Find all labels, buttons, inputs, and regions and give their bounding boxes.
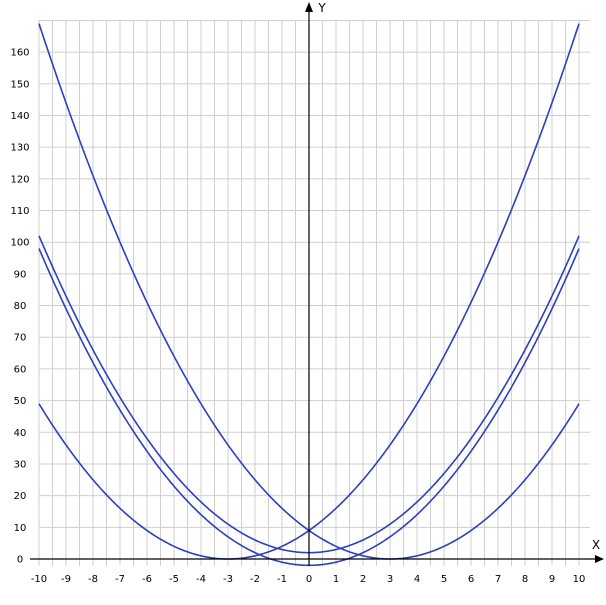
y-tick-label: 120 [10, 174, 29, 185]
x-tick-label: -4 [196, 574, 206, 585]
y-axis-arrow [305, 2, 313, 12]
x-tick-label: 5 [441, 574, 447, 585]
y-tick-label: 100 [10, 238, 29, 249]
x-axis-arrow [595, 555, 604, 563]
y-tick-label: 40 [14, 428, 27, 439]
axes [30, 2, 604, 566]
y-tick-label: 10 [14, 523, 27, 534]
x-axis-label: X [592, 538, 600, 552]
x-tick-label: 3 [387, 574, 393, 585]
y-tick-label: 20 [14, 491, 27, 502]
grid [38, 19, 590, 566]
x-tick-label: 9 [549, 574, 555, 585]
x-tick-label: -8 [88, 574, 98, 585]
y-tick-label: 150 [10, 79, 29, 90]
x-tick-label: 2 [360, 574, 366, 585]
y-tick-label: 0 [17, 555, 23, 566]
y-tick-label: 140 [10, 111, 29, 122]
x-tick-label: -1 [277, 574, 287, 585]
x-tick-label: -3 [223, 574, 233, 585]
x-tick-label: 4 [414, 574, 420, 585]
x-tick-label: -7 [115, 574, 125, 585]
x-tick-label: 8 [522, 574, 528, 585]
y-tick-label: 60 [14, 364, 27, 375]
y-tick-label: 70 [14, 333, 27, 344]
y-tick-label: 30 [14, 459, 27, 470]
y-tick-label: 160 [10, 48, 29, 59]
x-tick-label: -2 [250, 574, 260, 585]
x-tick-label: 7 [495, 574, 501, 585]
x-tick-label: 10 [573, 574, 586, 585]
y-tick-label: 90 [14, 269, 27, 280]
y-tick-label: 80 [14, 301, 27, 312]
x-tick-label: -5 [169, 574, 179, 585]
y-tick-label: 110 [10, 206, 29, 217]
y-tick-label: 130 [10, 143, 29, 154]
y-axis-label: Y [317, 1, 326, 15]
x-tick-label: -10 [31, 574, 47, 585]
tick-labels: -10 -9 -8 -7 -6 -5 -4 -3 -2 -1 0 1 2 3 4 5 6 7 8 9 100102030… [10, 48, 585, 585]
x-tick-label: 1 [333, 574, 339, 585]
y-tick-label: 50 [14, 396, 27, 407]
x-tick-label: -9 [61, 574, 71, 585]
x-tick-label: -6 [142, 574, 152, 585]
x-tick-label: 6 [468, 574, 474, 585]
x-tick-label: 0 [306, 574, 312, 585]
